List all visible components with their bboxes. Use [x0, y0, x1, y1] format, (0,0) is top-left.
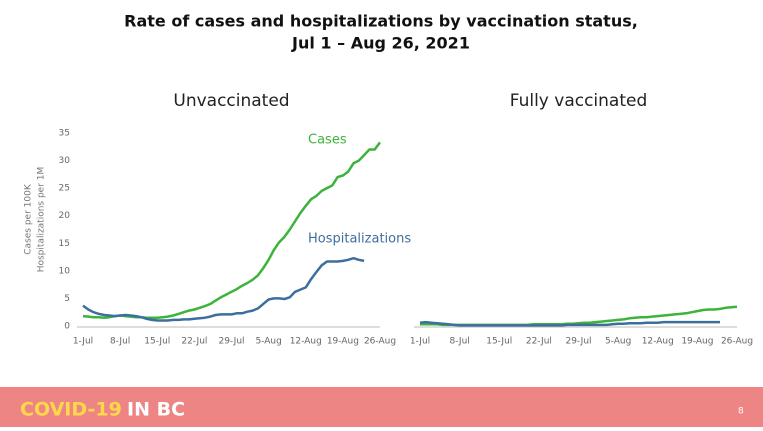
slide-title: Rate of cases and hospitalizations by va…: [124, 12, 638, 31]
y-axis-label: Hospitalizations per 1M: [37, 167, 47, 273]
x-tick-label: 8-Jul: [449, 337, 469, 347]
y-tick-label: 15: [59, 239, 70, 249]
x-tick-label: 1-Jul: [410, 337, 430, 347]
page-number: 8: [738, 407, 744, 417]
chart-title: Unvaccinated: [173, 91, 289, 111]
x-tick-label: 12-Aug: [642, 337, 674, 347]
series-label: Cases: [308, 133, 347, 148]
x-tick-label: 29-Jul: [218, 337, 244, 347]
y-tick-label: 30: [59, 156, 71, 166]
y-tick-label: 5: [64, 294, 70, 304]
series-label: Hospitalizations: [308, 232, 411, 247]
footer-band: [0, 387, 763, 427]
footer-brand: IN BC: [127, 399, 185, 421]
y-tick-label: 20: [59, 211, 71, 221]
chart-title: Fully vaccinated: [510, 91, 648, 111]
y-tick-label: 25: [59, 184, 70, 194]
series-line: [82, 256, 365, 322]
slide-title: Jul 1 – Aug 26, 2021: [291, 34, 470, 53]
x-tick-label: 26-Aug: [721, 337, 753, 347]
x-tick-label: 26-Aug: [364, 337, 396, 347]
series-line: [419, 320, 720, 327]
x-tick-label: 19-Aug: [327, 337, 359, 347]
y-axis-label: Cases per 100K: [24, 183, 34, 255]
y-tick-label: 10: [59, 266, 71, 276]
x-tick-label: 19-Aug: [681, 337, 713, 347]
x-tick-label: 8-Jul: [110, 337, 130, 347]
x-tick-label: 29-Jul: [565, 337, 591, 347]
y-tick-label: 35: [59, 129, 70, 139]
footer-brand: COVID-19: [20, 399, 122, 421]
series-line: [82, 141, 382, 319]
x-tick-label: 15-Jul: [144, 337, 170, 347]
x-tick-label: 5-Aug: [605, 337, 631, 347]
x-tick-label: 22-Jul: [181, 337, 207, 347]
x-tick-label: 22-Jul: [526, 337, 552, 347]
x-tick-label: 12-Aug: [290, 337, 322, 347]
x-tick-label: 1-Jul: [73, 337, 93, 347]
x-tick-label: 15-Jul: [486, 337, 512, 347]
y-tick-label: 0: [64, 322, 70, 332]
x-tick-label: 5-Aug: [255, 337, 281, 347]
